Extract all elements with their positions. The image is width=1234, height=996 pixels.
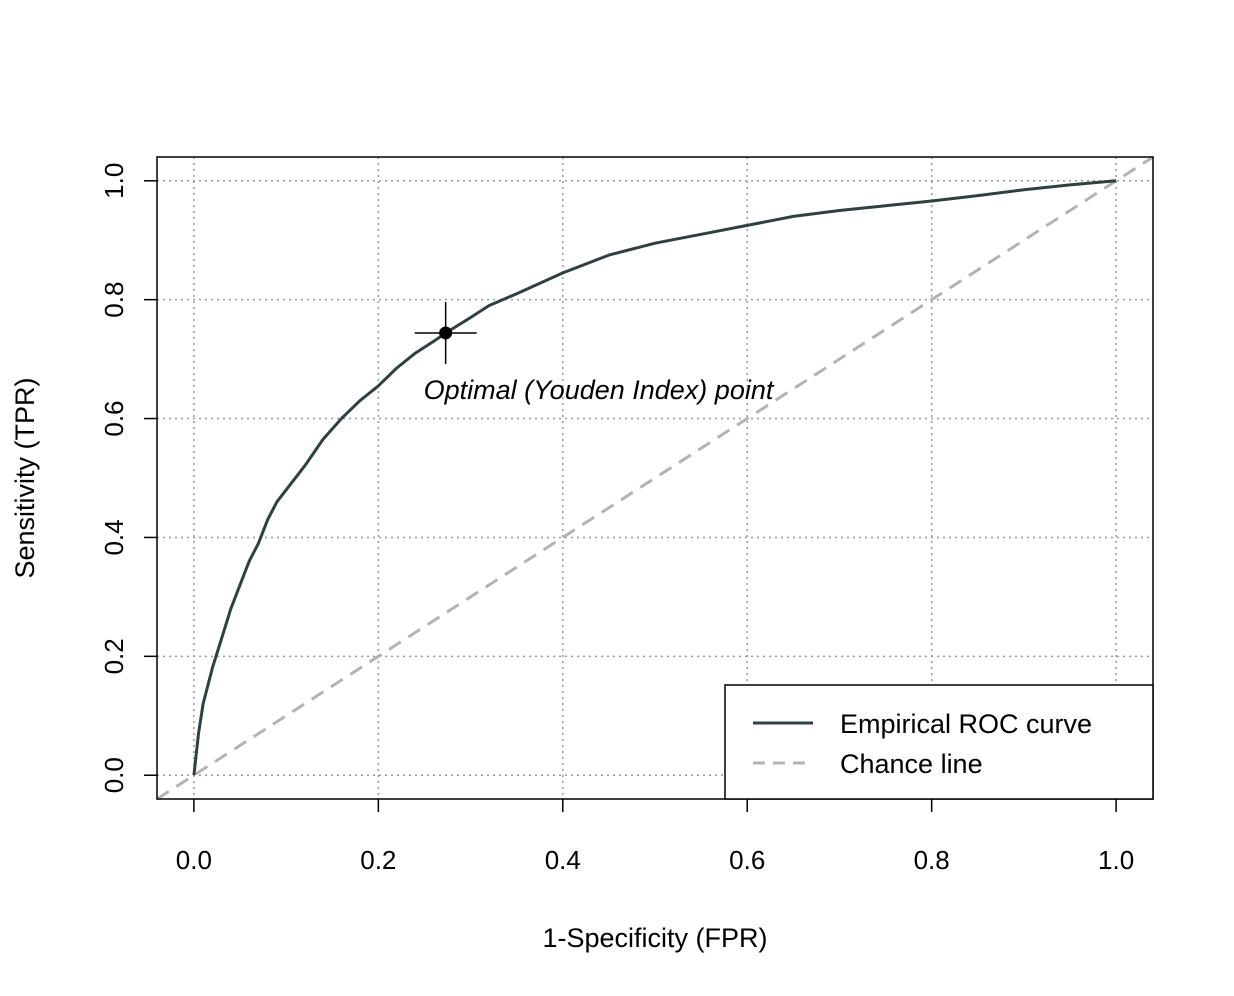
legend-label-chance: Chance line: [840, 749, 983, 779]
x-tick-label: 1.0: [1098, 845, 1134, 875]
y-axis-title: Sensitivity (TPR): [10, 377, 40, 578]
legend: Empirical ROC curve Chance line: [724, 684, 1154, 800]
optimal-point-annotation: Optimal (Youden Index) point: [424, 375, 775, 405]
x-tick-label: 0.4: [545, 845, 581, 875]
axis-ticks: 0.0 0.2 0.4 0.6 0.8 1.0 0.0 0.2 0.4 0.6 0.8 1.0: [99, 163, 1134, 875]
empirical-roc-curve: [192, 179, 1117, 776]
y-tick-label: 0.4: [99, 519, 129, 555]
legend-label-empirical: Empirical ROC curve: [840, 709, 1092, 739]
y-tick-label: 0.8: [99, 282, 129, 318]
chance-line: [156, 155, 1154, 801]
legend-box: [724, 684, 1154, 800]
x-tick-label: 0.8: [914, 845, 950, 875]
x-tick-label: 0.2: [360, 845, 396, 875]
y-tick-label: 0.2: [99, 638, 129, 674]
y-tick-label: 0.6: [99, 400, 129, 436]
y-tick-label: 0.0: [99, 757, 129, 793]
series-lines: [156, 155, 1154, 801]
optimal-point-marker: [414, 301, 477, 364]
x-tick-label: 0.6: [729, 845, 765, 875]
y-tick-label: 1.0: [99, 163, 129, 199]
plot-frame: [156, 156, 1154, 800]
x-tick-label: 0.0: [176, 845, 212, 875]
marker-point: [439, 326, 453, 340]
x-axis-title: 1-Specificity (FPR): [542, 923, 767, 953]
